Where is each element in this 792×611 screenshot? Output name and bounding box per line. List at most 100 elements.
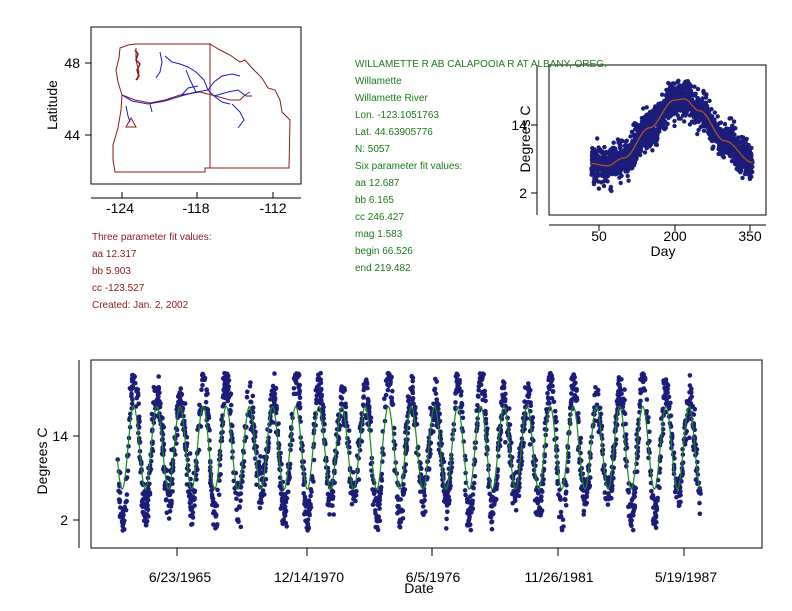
timeseries-point xyxy=(653,501,658,507)
seasonal-point xyxy=(748,164,754,169)
timeseries-point xyxy=(410,385,415,391)
timeseries-point xyxy=(622,411,628,417)
seasonal-point xyxy=(688,92,694,98)
timeseries-point xyxy=(397,520,402,525)
timeseries-point xyxy=(527,442,533,447)
timeseries-point xyxy=(343,401,348,407)
timeseries-point xyxy=(203,399,209,405)
seasonal-point xyxy=(618,180,623,186)
timeseries-point xyxy=(622,387,627,392)
timeseries-point xyxy=(458,393,464,398)
timeseries-point xyxy=(327,492,332,498)
seasonal-point xyxy=(740,145,745,150)
seasonal-point xyxy=(727,116,732,121)
three-aa: aa 12.317 xyxy=(92,249,137,260)
seasonal-point xyxy=(698,114,704,119)
timeseries-point xyxy=(630,510,636,515)
timeseries-point xyxy=(399,507,404,513)
seasonal-point xyxy=(604,149,609,155)
timeseries-point xyxy=(227,392,233,398)
site-basin: Willamette xyxy=(355,76,402,87)
seasonal-point xyxy=(710,134,716,140)
timeseries-point xyxy=(346,428,352,433)
timeseries-points xyxy=(115,370,703,533)
timeseries-point xyxy=(652,515,658,520)
seasonal-point xyxy=(692,100,697,105)
timeseries-point xyxy=(210,496,216,502)
seasonal-point xyxy=(642,150,648,155)
timeseries-point xyxy=(134,395,140,401)
timeseries-point xyxy=(238,498,243,504)
seasonal-point xyxy=(695,95,700,101)
seasonal-point xyxy=(642,140,647,145)
timeseries-point xyxy=(390,388,395,394)
timeseries-point xyxy=(526,388,531,393)
timeseries-point xyxy=(503,440,508,445)
seasonal-point xyxy=(609,171,615,177)
seasonal-point xyxy=(595,171,600,176)
timeseries-point xyxy=(156,374,161,379)
seasonal-point xyxy=(660,119,666,125)
seasonal-point xyxy=(701,120,706,126)
timeseries-point xyxy=(443,500,449,505)
timeseries-point xyxy=(445,509,450,515)
seasonal-point xyxy=(670,105,675,110)
seasonal-point xyxy=(619,173,624,178)
timeseries-point xyxy=(410,375,416,381)
ts-ylabel: Degrees C xyxy=(34,428,50,495)
timeseries-point xyxy=(286,489,291,495)
seasonal-point xyxy=(701,128,707,133)
timeseries-point xyxy=(644,397,650,402)
seasonal-point xyxy=(717,140,722,145)
timeseries-point xyxy=(454,377,460,382)
timeseries-point xyxy=(437,434,443,440)
timeseries-point xyxy=(516,493,522,499)
timeseries-point xyxy=(364,381,370,387)
timeseries-point xyxy=(141,518,147,524)
timeseries-point xyxy=(558,509,564,515)
ts-xtick-1970: 12/14/1970 xyxy=(274,569,344,585)
seasonal-point xyxy=(734,153,739,159)
timeseries-point xyxy=(296,371,301,377)
timeseries-point xyxy=(623,421,628,427)
timeseries-point xyxy=(576,411,581,416)
seasonal-point xyxy=(709,114,715,119)
ts-xtick-1987: 5/19/1987 xyxy=(655,569,717,585)
timeseries-point xyxy=(120,528,126,533)
timeseries-point xyxy=(431,401,436,407)
seasonal-point xyxy=(712,138,717,143)
seasonal-point xyxy=(692,93,698,98)
timeseries-point xyxy=(119,519,125,524)
timeseries-point xyxy=(272,387,278,392)
timeseries-point xyxy=(655,495,660,501)
map-xtick-112: -112 xyxy=(260,200,287,216)
seasonal-point xyxy=(645,118,651,123)
timeseries-point xyxy=(212,501,218,506)
timeseries-point xyxy=(389,395,395,401)
seasonal-point xyxy=(618,143,623,149)
seasonal-point xyxy=(626,178,631,183)
timeseries-point xyxy=(238,524,244,530)
timeseries-point xyxy=(487,514,493,519)
timeseries-point xyxy=(342,386,347,391)
seasonal-point xyxy=(618,162,624,168)
timeseries-point xyxy=(236,504,242,509)
timeseries-point xyxy=(297,395,303,401)
seasonal-point xyxy=(640,117,646,123)
timeseries-point xyxy=(584,490,590,495)
timeseries-point xyxy=(421,490,427,495)
timeseries-point xyxy=(696,490,702,495)
timeseries-point xyxy=(225,386,231,392)
timeseries-point xyxy=(568,399,574,405)
timeseries-point xyxy=(571,386,576,392)
timeseries-point xyxy=(649,494,655,500)
timeseries-point xyxy=(202,375,208,381)
seasonal-point xyxy=(590,170,595,175)
six-begin: begin 66.526 xyxy=(355,246,413,257)
timeseries-point xyxy=(550,389,556,394)
seasonal-point xyxy=(593,175,598,180)
seasonal-point xyxy=(614,167,620,172)
timeseries-point xyxy=(477,371,483,376)
seasonal-point xyxy=(704,92,709,97)
